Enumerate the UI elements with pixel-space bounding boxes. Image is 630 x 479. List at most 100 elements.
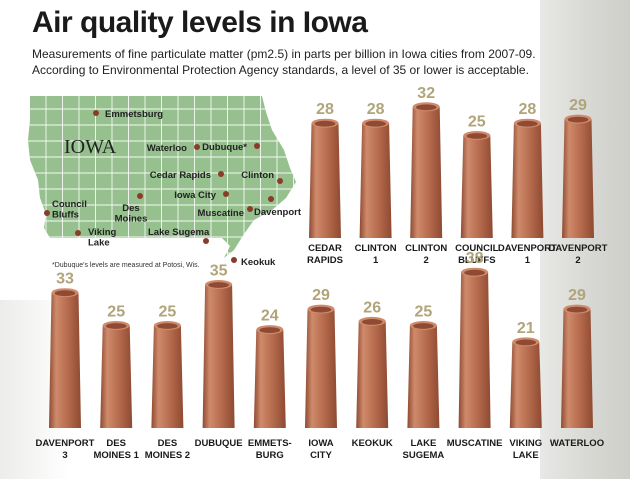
city-label-emmetsburg: Emmetsburg bbox=[105, 109, 163, 120]
value-label: 29 bbox=[568, 287, 586, 304]
bar-opening bbox=[566, 306, 588, 313]
value-label: 25 bbox=[468, 114, 486, 131]
category-label: WATERLOO bbox=[550, 438, 604, 449]
chimney-bar bbox=[460, 131, 493, 238]
bar-body bbox=[561, 309, 593, 428]
value-label: 29 bbox=[569, 97, 587, 114]
bar-opening bbox=[208, 282, 229, 288]
value-label: 32 bbox=[417, 85, 435, 102]
bar-body bbox=[460, 135, 493, 238]
bar-body bbox=[410, 106, 443, 238]
chimney-bar bbox=[511, 118, 544, 238]
city-label-lake-sugema: Lake Sugema bbox=[148, 227, 210, 238]
value-label: 28 bbox=[519, 101, 537, 118]
chimney-bar bbox=[562, 114, 594, 238]
chimney-bar bbox=[49, 288, 81, 428]
city-dot-des-moines bbox=[137, 193, 143, 199]
city-dot-dubuque bbox=[254, 143, 260, 149]
city-label-council-bluffs: Council Bluffs bbox=[52, 199, 87, 221]
bar-opening bbox=[157, 323, 178, 329]
category-label: DAVENPORT 2 bbox=[549, 243, 608, 266]
chimney-bar bbox=[356, 316, 389, 428]
bar-body bbox=[562, 119, 594, 238]
chimney-bar bbox=[359, 118, 392, 238]
value-label: 28 bbox=[316, 101, 334, 118]
subtitle-line-1: Measurements of fine particulate matter … bbox=[32, 47, 536, 61]
chimney-bar bbox=[561, 304, 593, 428]
category-label: DES MOINES 1 bbox=[93, 438, 139, 461]
category-label: DUBUQUE bbox=[195, 438, 243, 449]
city-dot-clinton bbox=[277, 178, 283, 184]
bar-body bbox=[309, 123, 341, 238]
bar-opening bbox=[466, 133, 488, 139]
value-label: 38 bbox=[466, 250, 484, 267]
category-label: DAVENPORT 1 bbox=[498, 243, 557, 266]
page-title: Air quality levels in Iowa bbox=[32, 6, 368, 39]
city-label-iowa-city: Iowa City bbox=[174, 190, 216, 201]
category-label: DAVENPORT 3 bbox=[36, 438, 95, 461]
category-label: MUSCATINE bbox=[447, 438, 503, 449]
bar-opening bbox=[365, 120, 386, 127]
value-label: 25 bbox=[107, 304, 125, 321]
category-label: CEDAR RAPIDS bbox=[307, 243, 343, 266]
bar-body bbox=[509, 341, 542, 428]
bar-opening bbox=[310, 306, 332, 313]
value-label: 33 bbox=[56, 271, 74, 288]
map-footnote: *Dubuque's levels are measured at Potosi… bbox=[52, 262, 200, 269]
city-label-des-moines: Des Moines bbox=[115, 203, 148, 225]
chimney-bar bbox=[253, 325, 286, 428]
bar-opening bbox=[259, 327, 281, 333]
city-label-muscatine: Muscatine bbox=[198, 208, 244, 219]
category-label: DES MOINES 2 bbox=[145, 438, 190, 461]
bar-opening bbox=[464, 269, 485, 276]
chimney-bar bbox=[410, 102, 443, 238]
city-markers: Emmetsburg Waterloo Dubuque* Cedar Rapids Cl… bbox=[44, 109, 302, 268]
city-label-cedar-rapids: Cedar Rapids bbox=[150, 170, 211, 181]
city-dot-lake-sugema bbox=[203, 238, 209, 244]
bar-opening bbox=[314, 120, 336, 127]
chimney-bar bbox=[305, 304, 337, 428]
chimney-bar bbox=[407, 321, 440, 428]
subtitle-line-2: According to Environmental Protection Ag… bbox=[32, 63, 529, 77]
bar-opening bbox=[361, 319, 383, 325]
city-dot-viking-lake bbox=[75, 230, 81, 236]
city-dot-waterloo bbox=[194, 144, 200, 150]
bar-body bbox=[511, 123, 544, 238]
city-label-clinton: Clinton bbox=[241, 170, 274, 181]
bar-body bbox=[202, 284, 235, 428]
category-label: IOWA CITY bbox=[308, 438, 333, 461]
category-label: COUNCIL BLUFFS bbox=[455, 243, 498, 266]
bar-opening bbox=[515, 339, 537, 346]
city-dot-council-bluffs bbox=[44, 210, 50, 216]
bar-body bbox=[356, 321, 389, 428]
bar-body bbox=[407, 325, 440, 428]
city-dot-emmetsburg bbox=[93, 110, 99, 116]
bar-body bbox=[151, 325, 184, 428]
value-label: 29 bbox=[312, 287, 330, 304]
bar-opening bbox=[517, 120, 538, 127]
chimney-bar bbox=[202, 280, 235, 428]
category-label: VIKING LAKE bbox=[509, 438, 542, 461]
category-label: CLINTON 2 bbox=[405, 243, 447, 266]
bar-opening bbox=[567, 116, 589, 123]
value-label: 21 bbox=[517, 320, 535, 337]
city-dot-davenport bbox=[268, 196, 274, 202]
chimney-bar bbox=[509, 337, 542, 428]
value-label: 24 bbox=[261, 308, 279, 325]
bar-body bbox=[253, 329, 286, 428]
value-label: 28 bbox=[367, 101, 385, 118]
city-dot-iowa-city bbox=[223, 191, 229, 197]
city-label-viking-lake: Viking Lake bbox=[88, 227, 117, 249]
value-label: 26 bbox=[363, 299, 381, 316]
category-label: EMMETS-BURG bbox=[248, 438, 292, 461]
city-dot-muscatine bbox=[247, 206, 253, 212]
city-dot-cedar-rapids bbox=[218, 171, 224, 177]
city-label-keokuk: Keokuk bbox=[241, 257, 276, 268]
category-label: KEOKUK bbox=[352, 438, 393, 449]
bar-opening bbox=[415, 104, 437, 111]
chimney-bar bbox=[458, 267, 491, 428]
bar-body bbox=[458, 272, 491, 428]
city-label-davenport: Davenport bbox=[254, 207, 302, 218]
